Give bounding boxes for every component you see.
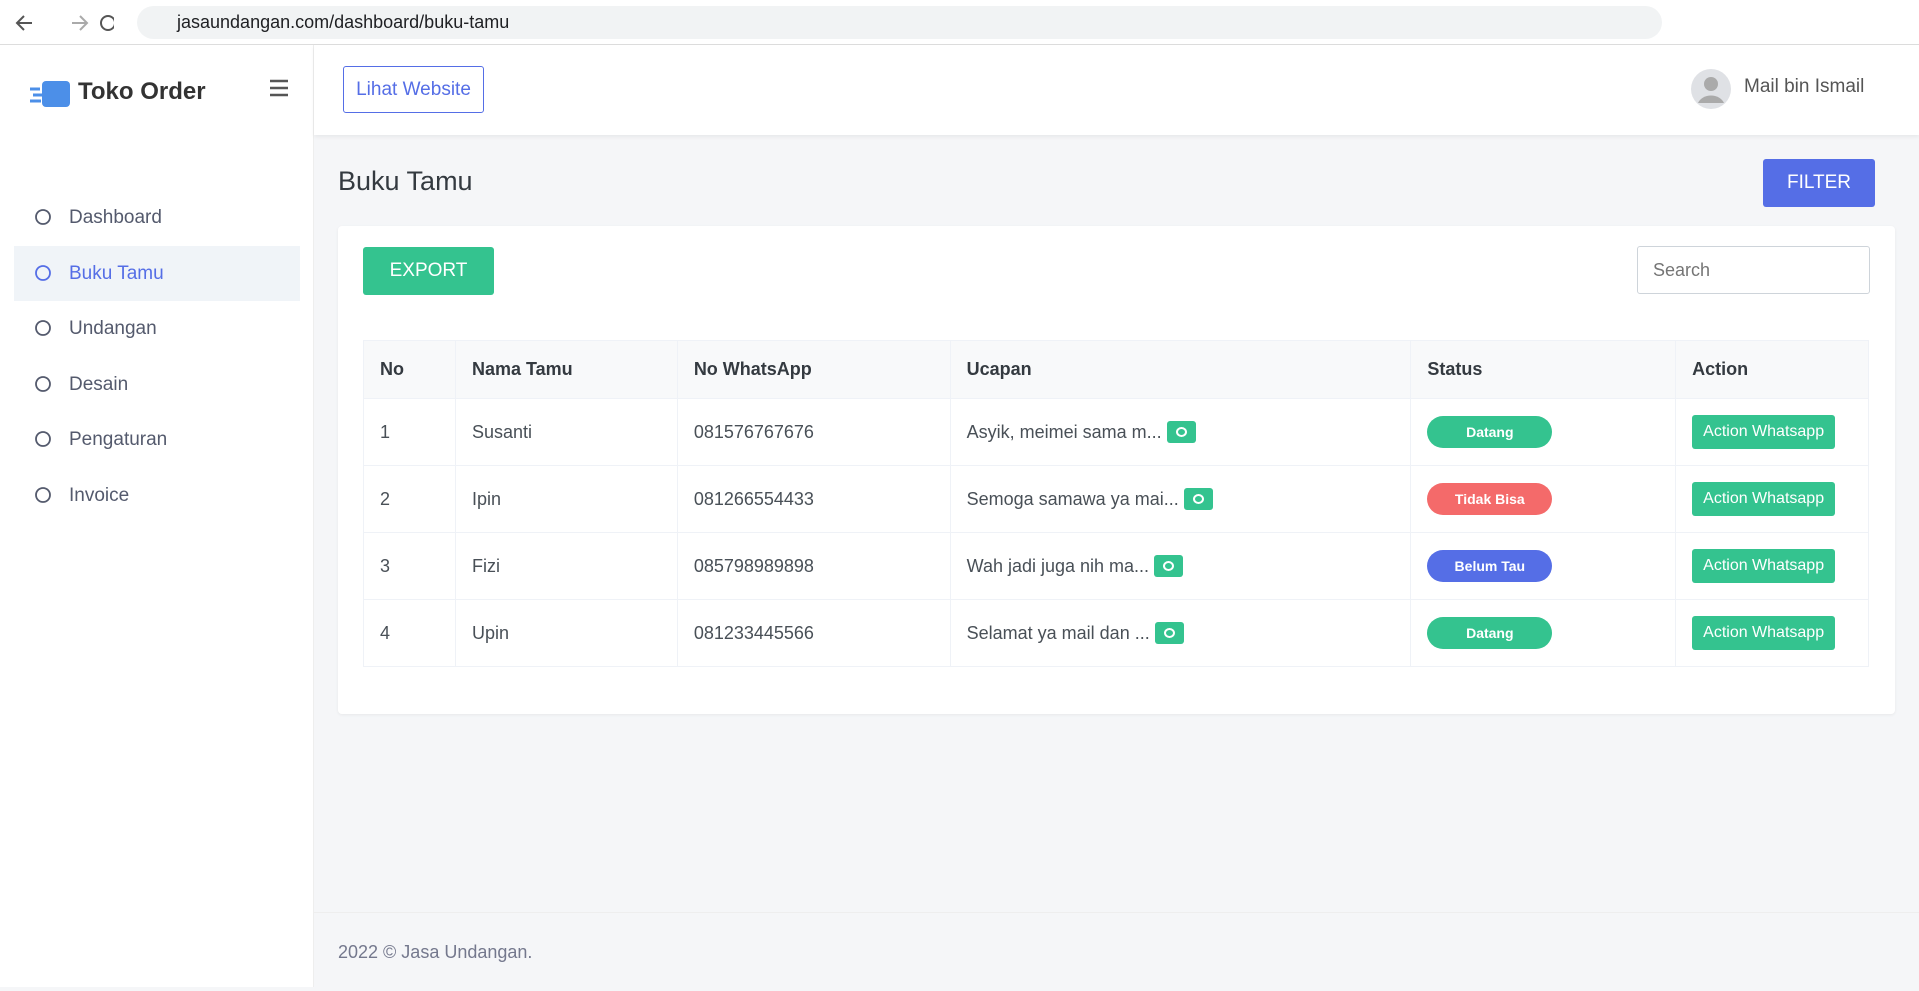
cell: 4 [364, 600, 456, 666]
cell: Action Whatsapp [1676, 533, 1870, 599]
menu-icon [35, 264, 51, 281]
card [338, 226, 1895, 714]
cell: Upin [456, 600, 678, 666]
guest-name: Ipin [471, 488, 501, 509]
action-button[interactable]: Action Whatsapp [1692, 482, 1836, 516]
export-button[interactable]: EXPORT [363, 247, 494, 295]
cell: Tidak Bisa [1411, 466, 1677, 532]
cell: Datang [1411, 399, 1677, 465]
table-row: 2 Ipin 081266554433 Semoga samawa ya mai...… [363, 466, 1870, 533]
view-button[interactable] [1154, 555, 1184, 577]
cell: Ipin [456, 466, 678, 532]
cell: Belum Tau [1411, 533, 1677, 599]
action-button[interactable]: Action Whatsapp [1692, 415, 1836, 449]
cell: 2 [364, 466, 456, 532]
menu-icon [35, 209, 51, 225]
whatsapp: 081576767676 [693, 421, 814, 442]
table-row: 4 Upin 081233445566 Selamat ya mail dan ...… [363, 600, 1870, 667]
column-header: Action [1676, 341, 1870, 398]
cell: Action Whatsapp [1676, 466, 1870, 532]
view-button[interactable] [1183, 488, 1213, 510]
guest-name: Upin [471, 622, 509, 643]
status-badge: Datang [1427, 416, 1553, 448]
action-button[interactable]: Action Whatsapp [1692, 549, 1836, 583]
search-input[interactable] [1637, 246, 1870, 294]
menu-toggle[interactable] [270, 79, 290, 97]
status-badge: Belum Tau [1427, 550, 1553, 582]
message: Wah jadi juga nih ma... [966, 555, 1150, 576]
page-title: Buku Tamu [338, 166, 473, 196]
cell: Action Whatsapp [1676, 399, 1870, 465]
column-header: Ucapan [951, 341, 1412, 398]
cell: 081576767676 [678, 399, 951, 465]
user-name[interactable]: Mail bin Ismail [1744, 76, 1865, 97]
cell: 1 [364, 399, 456, 465]
brand[interactable]: Toko Order [30, 75, 206, 109]
action-button[interactable]: Action Whatsapp [1692, 616, 1836, 650]
view-button[interactable] [1154, 622, 1184, 644]
url-bar[interactable]: jasaundangan.com/dashboard/buku-tamu [137, 6, 1662, 39]
menu-item[interactable]: Buku Tamu [14, 245, 300, 301]
table-header: No Nama Tamu No WhatsApp Ucapan Status Action [363, 340, 1870, 399]
nav-icons [15, 15, 114, 31]
cell: 081233445566 [678, 600, 951, 666]
cell: 085798989898 [678, 533, 951, 599]
cell: Asyik, meimei sama m... [951, 399, 1412, 465]
column-header: Nama Tamu [456, 341, 678, 398]
column-header: No [364, 341, 456, 398]
guest-name: Fizi [471, 555, 500, 576]
column-header: Status [1411, 341, 1677, 398]
guest-name: Susanti [471, 421, 532, 442]
cell: 3 [364, 533, 456, 599]
cell: Fizi [456, 533, 678, 599]
message: Asyik, meimei sama m... [966, 421, 1162, 442]
status-badge: Tidak Bisa [1427, 483, 1553, 515]
browser-bar: jasaundangan.com/dashboard/buku-tamu [0, 0, 1919, 45]
brand-text: Toko Order [78, 78, 206, 105]
menu-item[interactable]: Undangan [14, 301, 300, 356]
filter-button[interactable]: FILTER [1763, 159, 1875, 207]
column-header: No WhatsApp [678, 341, 951, 398]
footer: 2022 © Jasa Undangan. [314, 912, 1919, 987]
no: 1 [380, 421, 391, 442]
cell: Datang [1411, 600, 1677, 666]
message: Semoga samawa ya mai... [966, 488, 1179, 509]
no: 4 [380, 622, 391, 643]
avatar[interactable] [1691, 69, 1731, 109]
website-button[interactable]: Lihat Website [343, 66, 484, 113]
menu-icon [35, 431, 51, 447]
menu-item[interactable]: Dashboard [14, 190, 300, 245]
message: Selamat ya mail dan ... [966, 622, 1150, 643]
table-row: 3 Fizi 085798989898 Wah jadi juga nih ma...… [363, 533, 1870, 600]
topbar: Lihat Website Mail bin Ismail [314, 45, 1919, 135]
whatsapp: 081233445566 [693, 622, 814, 643]
cell: Semoga samawa ya mai... [951, 466, 1412, 532]
table-row: 1 Susanti 081576767676 Asyik, meimei sama m… [363, 399, 1870, 466]
no: 3 [380, 555, 391, 576]
menu-icon [35, 375, 51, 392]
view-button[interactable] [1166, 421, 1196, 443]
menu-icon [35, 320, 51, 336]
cell: Susanti [456, 399, 678, 465]
menu-item[interactable]: Invoice [14, 468, 300, 523]
cell: Action Whatsapp [1676, 600, 1870, 666]
menu-item[interactable]: Desain [14, 357, 300, 412]
sidebar: Toko Order Dashboard Buku Tamu Undangan Des… [0, 45, 314, 987]
whatsapp: 081266554433 [693, 488, 814, 509]
menu-icon [35, 486, 51, 503]
status-badge: Datang [1427, 617, 1553, 649]
logo [30, 81, 70, 107]
menu-item[interactable]: Pengaturan [14, 412, 300, 467]
cell: 081266554433 [678, 466, 951, 532]
cell: Selamat ya mail dan ... [951, 600, 1412, 666]
no: 2 [380, 488, 391, 509]
cell: Wah jadi juga nih ma... [951, 533, 1412, 599]
whatsapp: 085798989898 [693, 555, 814, 576]
